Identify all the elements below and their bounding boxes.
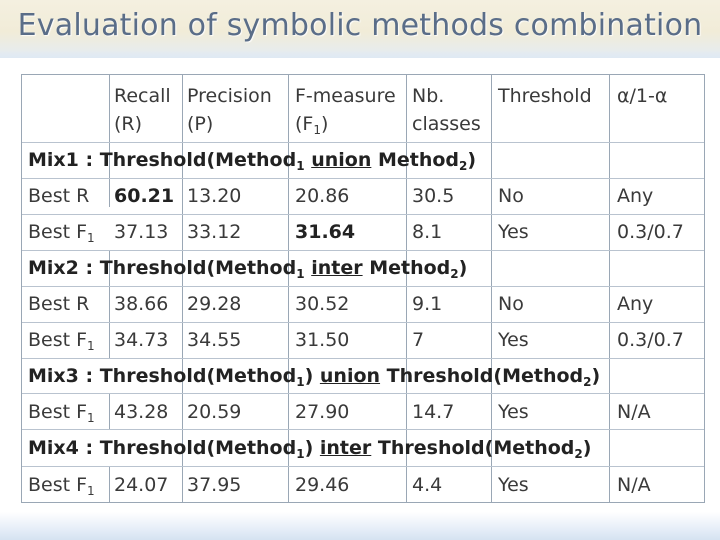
grid-line — [182, 75, 183, 502]
cell-precision: 20.59 — [187, 401, 242, 423]
cell-fmeasure: 27.90 — [295, 401, 350, 423]
cell-fmeasure: 31.50 — [295, 329, 350, 351]
cell-alpha: 0.3/0.7 — [617, 221, 684, 243]
cell-nb-classes: 7 — [412, 329, 425, 351]
row-separator — [22, 358, 704, 359]
row-label: Best R — [28, 293, 90, 315]
cell-precision: 34.55 — [187, 329, 242, 351]
row-separator — [22, 429, 704, 430]
row-separator — [22, 466, 704, 467]
grid-line — [288, 75, 289, 502]
cell-nb-classes: 9.1 — [412, 293, 443, 315]
results-table: Recall (R) Precision (P) F-measure (F1) … — [21, 74, 705, 503]
cell-recall: 34.73 — [114, 329, 169, 351]
grid-line — [109, 393, 110, 429]
group-label-mix3: Mix3 : Threshold(Method1) union Threshol… — [28, 365, 601, 389]
cell-fmeasure: 30.52 — [295, 293, 350, 315]
cell-recall: 60.21 — [114, 185, 175, 207]
group-label-mix1: Mix1 : Threshold(Method1 union Method2) — [28, 149, 477, 173]
cell-nb-classes: 4.4 — [412, 474, 443, 496]
cell-precision: 37.95 — [187, 474, 242, 496]
cell-alpha: 0.3/0.7 — [617, 329, 684, 351]
header-nb-classes: classes — [412, 113, 481, 135]
row-label: Best F1 — [28, 329, 95, 353]
grid-line — [109, 75, 110, 207]
cell-threshold: Yes — [498, 329, 529, 351]
cell-nb-classes: 14.7 — [412, 401, 455, 423]
cell-fmeasure: 29.46 — [295, 474, 350, 496]
cell-nb-classes: 30.5 — [412, 185, 455, 207]
cell-precision: 33.12 — [187, 221, 242, 243]
header-precision-abbr: (P) — [187, 113, 214, 135]
header-fmeasure-abbr: (F1) — [295, 113, 329, 137]
header-threshold: Threshold — [498, 85, 592, 107]
cell-fmeasure: 31.64 — [295, 221, 356, 243]
header-fmeasure: F-measure — [295, 85, 396, 107]
cell-threshold: Yes — [498, 401, 529, 423]
cell-precision: 13.20 — [187, 185, 242, 207]
cell-nb-classes: 8.1 — [412, 221, 443, 243]
cell-recall: 43.28 — [114, 401, 169, 423]
row-label: Best F1 — [28, 221, 95, 245]
grid-line — [491, 75, 492, 502]
row-label: Best F1 — [28, 401, 95, 425]
footer-band — [0, 512, 720, 540]
cell-precision: 29.28 — [187, 293, 242, 315]
header-precision: Precision — [187, 85, 272, 107]
cell-alpha: N/A — [617, 474, 651, 496]
row-separator — [22, 178, 704, 179]
cell-alpha: N/A — [617, 401, 651, 423]
row-separator — [22, 142, 704, 143]
cell-alpha: Any — [617, 293, 654, 315]
row-separator — [22, 393, 704, 394]
header-nb: Nb. — [412, 85, 445, 107]
header-alpha: α/1-α — [617, 85, 668, 107]
cell-recall: 37.13 — [114, 221, 169, 243]
cell-threshold: Yes — [498, 474, 529, 496]
grid-line — [406, 75, 407, 502]
cell-threshold: Yes — [498, 221, 529, 243]
slide-title: Evaluation of symbolic methods combinati… — [17, 8, 703, 43]
grid-line — [109, 250, 110, 286]
table-grid: Recall (R) Precision (P) F-measure (F1) … — [22, 75, 704, 502]
cell-recall: 24.07 — [114, 474, 169, 496]
cell-recall: 38.66 — [114, 293, 169, 315]
row-separator — [22, 214, 704, 215]
header-recall: Recall — [114, 85, 171, 107]
group-label-mix2: Mix2 : Threshold(Method1 inter Method2) — [28, 257, 468, 281]
grid-line — [609, 75, 610, 502]
row-separator — [22, 250, 704, 251]
row-label: Best F1 — [28, 474, 95, 498]
cell-fmeasure: 20.86 — [295, 185, 350, 207]
row-separator — [22, 322, 704, 323]
title-band — [0, 0, 720, 58]
cell-alpha: Any — [617, 185, 654, 207]
grid-line — [109, 466, 110, 502]
row-separator — [22, 286, 704, 287]
cell-threshold: No — [498, 293, 524, 315]
row-label: Best R — [28, 185, 90, 207]
cell-threshold: No — [498, 185, 524, 207]
header-recall-abbr: (R) — [114, 113, 143, 135]
group-label-mix4: Mix4 : Threshold(Method1) inter Threshol… — [28, 437, 592, 461]
